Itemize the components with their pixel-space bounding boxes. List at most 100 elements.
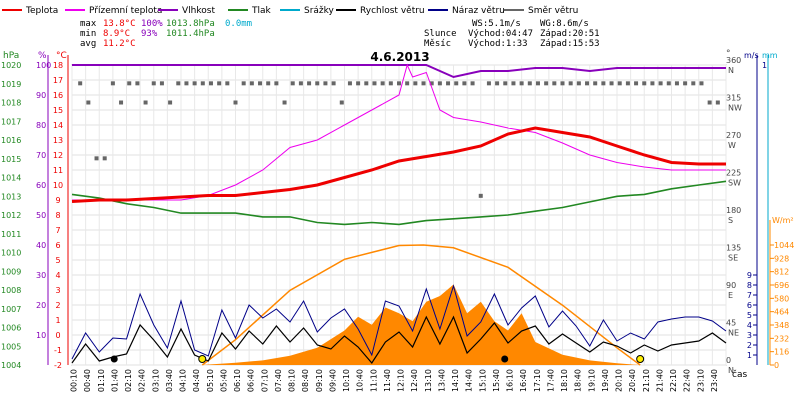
dir-cardinal-label: NE (728, 329, 739, 338)
x-tick-label: 06:40 (247, 369, 256, 392)
astro-block: WS:5.1m/s WG:8.6m/s Slunce Východ:04:47 … (424, 19, 600, 49)
mm-axis-label: mm (762, 51, 778, 60)
wind-direction-dot (625, 81, 630, 86)
wm2-tick-label: 928 (774, 254, 789, 263)
moon-label: Měsíc (424, 39, 451, 49)
x-tick-label: 23:40 (710, 369, 719, 392)
stats-avg-label: avg (80, 39, 96, 49)
wind-direction-dot (290, 81, 295, 86)
wind-direction-dot (274, 81, 279, 86)
wind-direction-dot (388, 81, 393, 86)
wind-direction-dot (470, 81, 475, 86)
wind-direction-dot (642, 81, 647, 86)
wm2-tick-label: 232 (774, 334, 789, 343)
wind-direction-dot (454, 81, 459, 86)
dir-tick-label: 315 (726, 94, 741, 103)
wind-direction-dot (339, 100, 344, 105)
dir-cardinal-label: SW (728, 179, 741, 188)
wind-direction-dot (176, 81, 181, 86)
wm2-tick-label: 580 (774, 294, 789, 303)
x-tick-label: 15:40 (492, 369, 501, 392)
stats-max-press: 1013.8hPa (166, 19, 215, 29)
legend-label: Směr větru (528, 6, 578, 16)
hpa-tick-label: 1016 (1, 136, 21, 145)
stats-max-temp: 13.8°C (103, 19, 136, 29)
wind-direction-dot (119, 100, 124, 105)
dir-tick-label: 135 (726, 244, 741, 253)
wind-direction-dot (168, 100, 173, 105)
sunset-marker (636, 355, 645, 363)
hpa-tick-label: 1007 (1, 305, 21, 314)
x-tick-label: 10:40 (356, 369, 365, 392)
x-tick-label: 13:40 (437, 369, 446, 392)
x-tick-label: 23:10 (696, 369, 705, 392)
hpa-tick-label: 1013 (1, 192, 21, 201)
ms-tick-label: 1 (747, 351, 752, 360)
wind-direction-dot (544, 81, 549, 86)
wind-speed-line (71, 315, 727, 365)
wind-direction-dot (707, 100, 712, 105)
x-tick-label: 18:40 (574, 369, 583, 392)
wind-direction-dot (715, 100, 720, 105)
dir-tick-label: 360 (726, 56, 741, 65)
wind-ws: WS:5.1m/s (472, 19, 521, 29)
ms-tick-label: 6 (747, 301, 752, 310)
hpa-tick-label: 1012 (1, 211, 21, 220)
wind-direction-dot (159, 81, 164, 86)
x-tick-label: 10:10 (342, 369, 351, 392)
x-tick-label: 11:10 (369, 369, 378, 392)
hpa-tick-label: 1011 (1, 230, 21, 239)
x-tick-label: 19:10 (587, 369, 596, 392)
dir-tick-label: 45 (726, 319, 736, 328)
wind-direction-dot (486, 81, 491, 86)
sun-set: Západ:20:51 (540, 29, 600, 39)
sunrise-marker (198, 355, 207, 363)
wind-direction-dot (413, 81, 418, 86)
legend-label: Teplota (25, 6, 58, 16)
wind-direction-dot (102, 156, 107, 161)
pct-tick-label: 80 (36, 121, 46, 130)
wind-direction-dot (691, 81, 696, 86)
wind-direction-dot (535, 81, 540, 86)
wind-direction-dot (585, 81, 590, 86)
x-tick-label: 15:10 (478, 369, 487, 392)
hpa-tick-label: 1010 (1, 249, 21, 258)
wind-direction-dot (241, 81, 246, 86)
temp-tick-label: 10 (53, 181, 63, 190)
sun-rise: Východ:04:47 (468, 29, 533, 39)
wind-direction-dot (437, 81, 442, 86)
stats-max-rain: 0.0mm (225, 19, 252, 29)
legend-label: Vlhkost (182, 6, 215, 16)
stats-min-press: 1011.4hPa (166, 29, 215, 39)
pressure-line (71, 180, 727, 226)
x-tick-label: 16:10 (506, 369, 515, 392)
wm2-axis-label: W/m² (772, 216, 794, 225)
wind-direction-dot (364, 81, 369, 86)
temp-tick-label: 8 (55, 211, 60, 220)
temperature-line (71, 126, 726, 203)
wind-direction-dot (192, 81, 197, 86)
ms-tick-label: 8 (747, 281, 752, 290)
wind-direction-dot (560, 81, 565, 86)
temp-axis-label: °C (56, 51, 67, 61)
temp-tick-label: 2 (55, 301, 60, 310)
hpa-tick-label: 1019 (1, 80, 21, 89)
dir-tick-label: 90 (726, 281, 736, 290)
x-tick-label: 19:40 (601, 369, 610, 392)
wind-direction-dot (208, 81, 213, 86)
hpa-tick-label: 1020 (1, 61, 21, 70)
hpa-tick-label: 1006 (1, 324, 21, 333)
legend: Teplota Přízemní teplota Vlhkost Tlak Srážky… (2, 6, 578, 16)
wind-direction-dot (568, 81, 573, 86)
temp-tick-label: 1 (55, 316, 60, 325)
temp-tick-label: 15 (53, 106, 63, 115)
dir-cardinal-label: W (728, 141, 736, 150)
wind-direction-dot (347, 81, 352, 86)
wind-wg: WG:8.6m/s (540, 19, 589, 29)
wind-direction-dot (421, 81, 426, 86)
wind-direction-dot (258, 81, 263, 86)
stats-min-label: min (80, 29, 96, 39)
ms-tick-label: 3 (747, 331, 752, 340)
pct-tick-label: 30 (36, 271, 46, 280)
hpa-tick-label: 1009 (1, 267, 21, 276)
